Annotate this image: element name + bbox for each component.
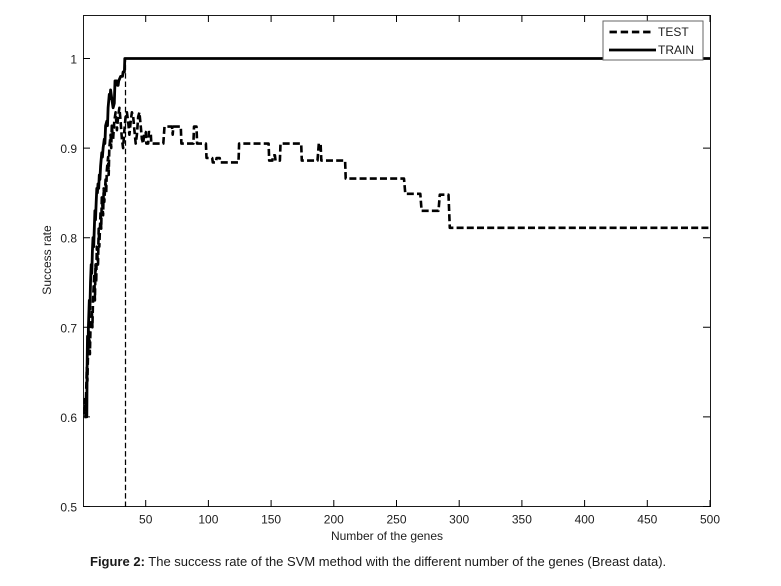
svg-text:Number of the genes: Number of the genes: [331, 529, 443, 543]
svg-text:100: 100: [198, 513, 218, 527]
svg-text:350: 350: [512, 513, 532, 527]
svg-text:450: 450: [637, 513, 657, 527]
svg-text:0.6: 0.6: [60, 411, 77, 425]
svg-text:TEST: TEST: [658, 25, 689, 39]
svg-text:50: 50: [139, 513, 153, 527]
svg-text:300: 300: [449, 513, 469, 527]
svg-text:400: 400: [575, 513, 595, 527]
svg-text:1: 1: [70, 53, 77, 67]
svg-text:250: 250: [386, 513, 406, 527]
svg-text:0.7: 0.7: [60, 321, 77, 335]
svg-text:0.9: 0.9: [60, 142, 77, 156]
svg-text:500: 500: [700, 513, 720, 527]
svg-text:0.8: 0.8: [60, 232, 77, 246]
svg-text:Success rate: Success rate: [40, 225, 54, 295]
svg-text:150: 150: [261, 513, 281, 527]
svg-text:Figure 2: The success rate of: Figure 2: The success rate of the SVM me…: [90, 554, 666, 569]
svg-text:0.5: 0.5: [60, 501, 77, 515]
svg-text:TRAIN: TRAIN: [658, 43, 694, 57]
svg-text:200: 200: [324, 513, 344, 527]
